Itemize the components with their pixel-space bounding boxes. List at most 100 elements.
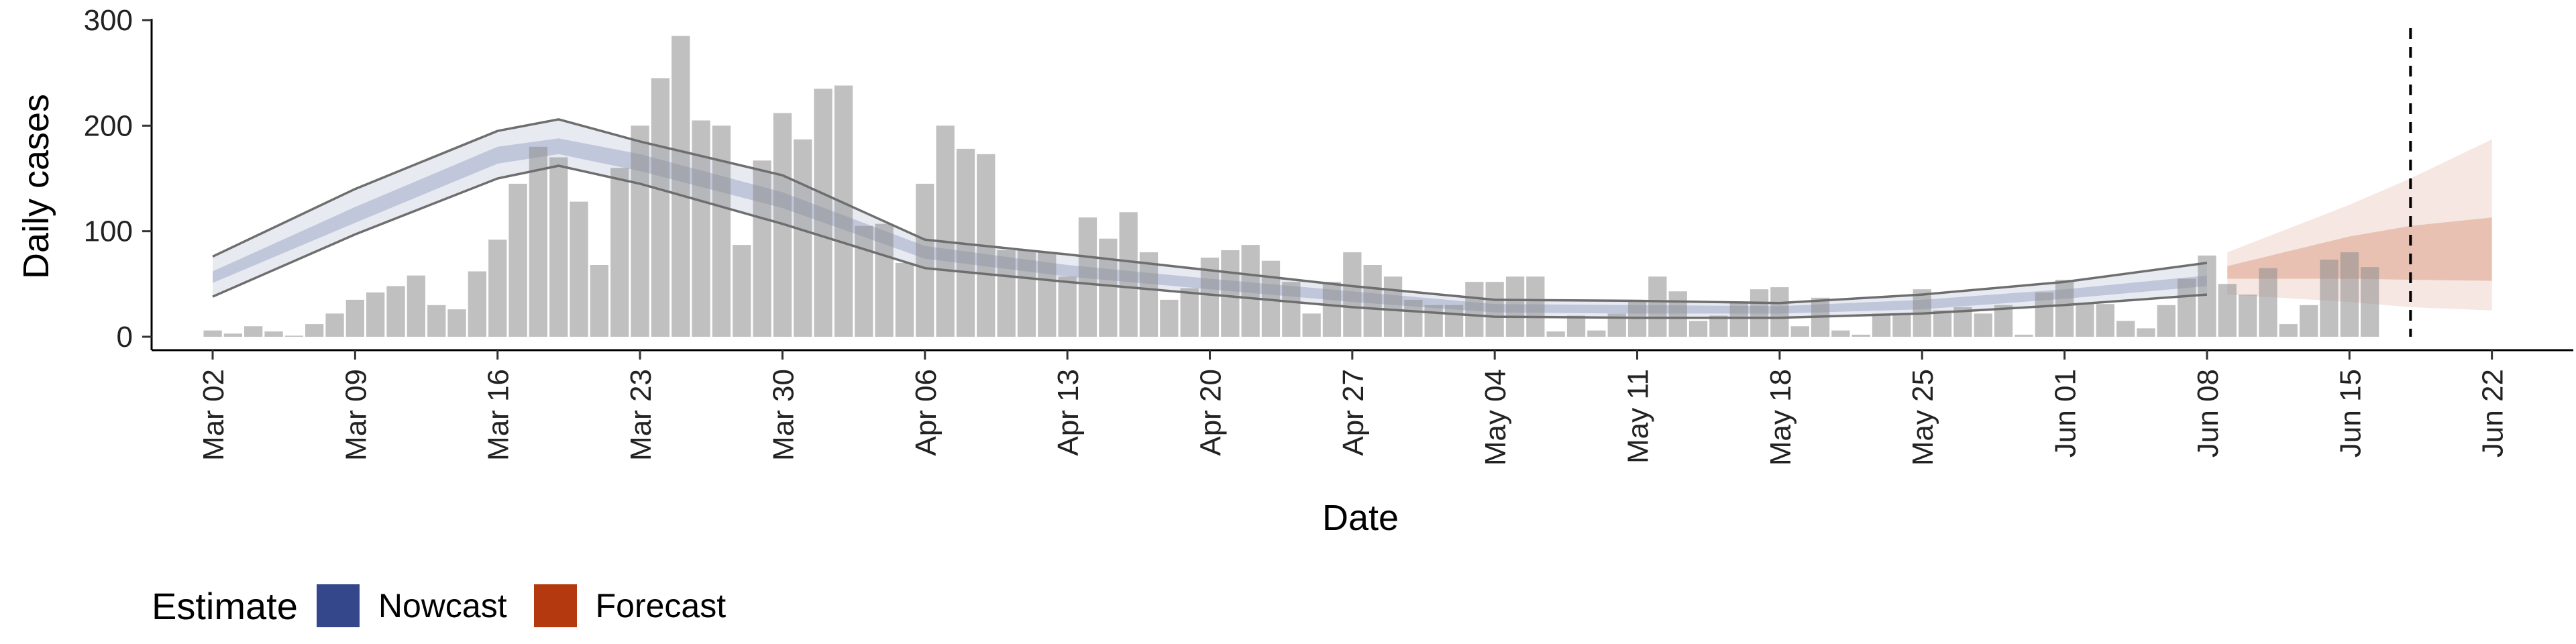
bar [1526, 276, 1545, 337]
bar [672, 36, 690, 337]
bar [1831, 330, 1850, 337]
bar [2361, 267, 2379, 337]
bar [2116, 321, 2135, 337]
bar [223, 333, 242, 337]
bar [2137, 328, 2155, 337]
bar [1587, 330, 1606, 337]
x-tick-label: Jun 08 [2192, 369, 2224, 458]
bar [386, 286, 405, 337]
bar [1119, 212, 1138, 337]
bar [2320, 260, 2339, 337]
x-tick-label: Apr 27 [1337, 369, 1370, 456]
legend-label-nowcast: Nowcast [378, 587, 507, 625]
bar [712, 125, 731, 337]
bar [2178, 278, 2196, 337]
bar [1038, 252, 1057, 337]
x-tick-label: Jun 15 [2334, 369, 2367, 458]
bar [794, 139, 812, 337]
bar [1790, 326, 1809, 337]
x-tick-label: Mar 16 [482, 369, 515, 461]
bar [1770, 287, 1789, 337]
bar [631, 125, 649, 337]
nowcast-upper-line [212, 118, 2208, 305]
bar [366, 292, 385, 337]
bar [895, 262, 914, 337]
bar [1221, 250, 1240, 337]
interval-bands [213, 119, 2492, 318]
bar [1648, 276, 1667, 337]
bar [2076, 303, 2094, 337]
bar [1994, 305, 2013, 337]
bar [1058, 276, 1077, 337]
legend-key-forecast [533, 584, 577, 627]
interval-lines [212, 118, 2208, 319]
bar [1872, 313, 1891, 337]
case-bars [203, 36, 2379, 337]
bar [753, 160, 771, 337]
nowcast-outer-band [213, 119, 2207, 318]
bar [1485, 282, 1504, 337]
bar [284, 335, 303, 337]
bar [1424, 305, 1443, 337]
bar [488, 239, 507, 337]
bar [570, 201, 588, 337]
bar [2239, 294, 2257, 337]
bar [1078, 217, 1097, 337]
bar [610, 168, 629, 337]
x-tick-label: May 18 [1764, 369, 1797, 466]
bar [1241, 245, 1260, 337]
axes: 0 100 200 300 Mar 02 Mar 09 Mar 16 Mar 23 Mar 30… [84, 4, 2573, 466]
bar [916, 183, 934, 337]
bar [305, 324, 324, 337]
bar [427, 305, 446, 337]
bar [1302, 313, 1321, 337]
x-tick-label: Apr 20 [1195, 369, 1228, 456]
x-tick-label: Jun 01 [2049, 369, 2082, 458]
x-tick-label: Mar 23 [625, 369, 657, 461]
bar [203, 330, 222, 337]
bar [1282, 282, 1301, 337]
bar [2259, 268, 2277, 337]
bar [1505, 276, 1525, 337]
bar [244, 326, 263, 337]
bar [345, 299, 364, 337]
bar [590, 265, 608, 337]
legend-title: Estimate [152, 584, 298, 627]
bar [2035, 292, 2053, 337]
bar [651, 78, 670, 337]
bar [1363, 265, 1382, 337]
bar [508, 183, 527, 337]
bar [1851, 334, 1870, 337]
bar [1017, 250, 1036, 337]
bar [1383, 276, 1403, 337]
x-tick-label: May 04 [1479, 369, 1512, 466]
legend-label-forecast: Forecast [595, 587, 727, 625]
x-tick-label: Mar 02 [197, 369, 230, 461]
bar [1709, 315, 1728, 337]
bar [2218, 284, 2237, 337]
bar [325, 313, 344, 337]
y-tick-label: 200 [84, 109, 133, 142]
bar [264, 331, 283, 337]
nowcast-lower-line [212, 164, 2208, 319]
bar [1180, 288, 1199, 337]
bar [2015, 334, 2033, 337]
bar [814, 89, 833, 337]
bar [997, 250, 1016, 337]
bar [447, 309, 466, 337]
bar [733, 245, 751, 337]
bar [1933, 310, 1952, 337]
bar [2157, 305, 2176, 337]
bar [1160, 299, 1179, 337]
x-tick-label: Apr 13 [1052, 369, 1085, 456]
bar [2096, 304, 2114, 337]
bar [692, 120, 710, 337]
y-tick-label: 0 [117, 321, 133, 354]
bar [1688, 321, 1708, 337]
bar [2340, 252, 2359, 337]
bar [2055, 280, 2074, 337]
bar [1343, 252, 1362, 337]
bar [407, 275, 425, 337]
forecast-outer-band [2227, 139, 2492, 311]
bar [529, 146, 547, 337]
